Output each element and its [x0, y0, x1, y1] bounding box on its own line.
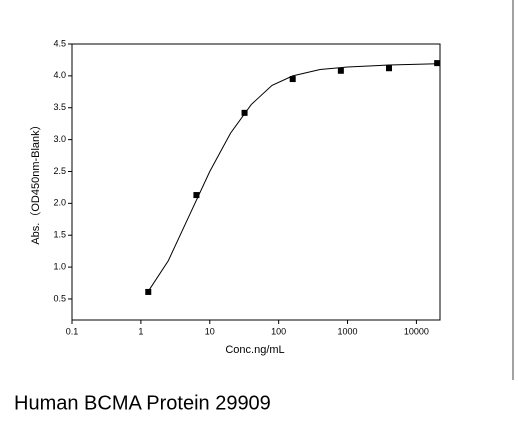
y-axis-label: Abs.（OD450nm-Blank） [29, 119, 42, 244]
y-tick-label: 1.0 [53, 261, 66, 271]
caption: Human BCMA Protein 29909 [14, 392, 271, 414]
y-tick-label: 4.5 [53, 38, 66, 48]
plot-frame [71, 43, 441, 321]
data-point [193, 192, 200, 199]
x-axis-label: Conc.ng/mL [225, 344, 284, 356]
data-point [337, 67, 344, 74]
y-tick-label: 3.5 [53, 102, 66, 112]
data-point [145, 288, 152, 295]
x-tick-label: 1000 [338, 326, 358, 336]
x-tick-label: 1 [138, 326, 143, 336]
data-point [386, 65, 393, 72]
y-tick-label: 1.5 [53, 230, 66, 240]
x-tick-label: 10000 [404, 326, 429, 336]
data-point [241, 109, 248, 116]
x-tick-label: 100 [271, 326, 286, 336]
y-tick-label: 2.0 [53, 198, 66, 208]
fit-curve [147, 63, 438, 292]
data-point [289, 76, 296, 83]
x-tick-label: 10 [205, 326, 215, 336]
y-tick-label: 4.0 [53, 70, 66, 80]
y-tick-label: 2.5 [53, 166, 66, 176]
x-tick-label: 0.1 [66, 326, 79, 336]
y-tick-label: 3.0 [53, 134, 66, 144]
data-point [434, 60, 441, 67]
y-tick-label: 0.5 [53, 293, 66, 303]
